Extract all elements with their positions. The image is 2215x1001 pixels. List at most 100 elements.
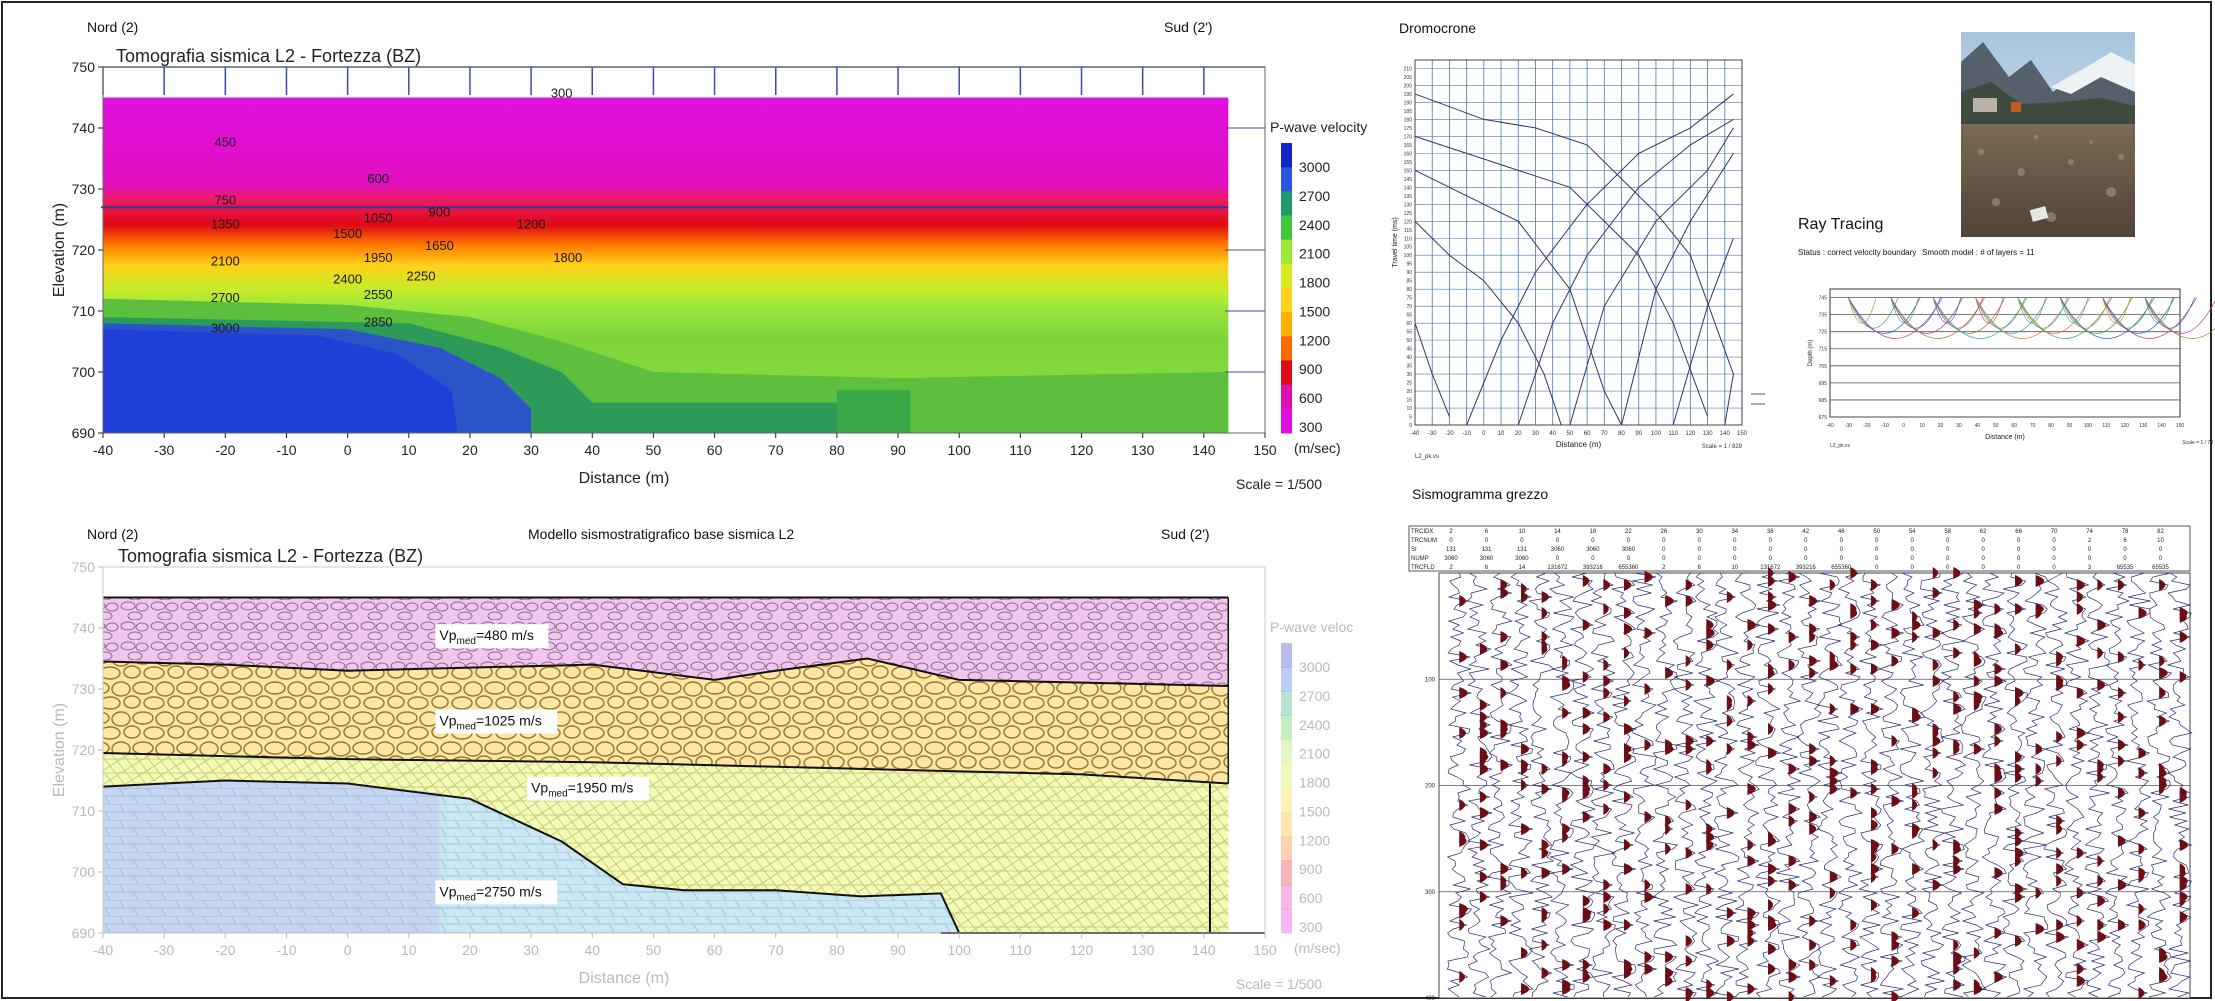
seis-trace-lobe	[2097, 771, 2104, 783]
seis-trace-lobe	[2179, 631, 2188, 643]
model-colorbar-tick: 900	[1299, 861, 1323, 877]
contour-label: 2850	[364, 314, 393, 329]
drom-ytick-label: 55	[1406, 330, 1412, 336]
seis-trace-lobe	[2056, 847, 2062, 859]
seis-trace-lobe	[1973, 675, 1980, 687]
seis-trace-lobe	[1829, 783, 1838, 795]
dromocrone-chart: -40 -30 -20 -10 0 10 20 30 40 50 60 70 80 90 100 110 120…	[1392, 59, 1765, 460]
seis-trace-lobe	[1788, 571, 1797, 583]
seis-trace-lobe	[1479, 727, 1488, 739]
seis-header-name: TRCIDX	[1411, 529, 1433, 535]
seis-header-cell: 3060	[1480, 556, 1494, 562]
drom-travel-time-curve	[1414, 135, 1709, 417]
ray-path	[1975, 297, 2026, 329]
ray-xtick-label: 40	[1975, 423, 1981, 429]
seis-trace-lobe	[1500, 915, 1509, 927]
drom-xtick-label: -40	[1411, 431, 1420, 437]
seis-header-cell: 0	[1946, 556, 1950, 562]
ray-path	[2144, 297, 2196, 329]
seis-trace-lobe	[2138, 767, 2145, 779]
seis-header-cell: 0	[1840, 547, 1844, 553]
seis-trace	[1754, 572, 1782, 998]
drom-travel-time-curve	[1414, 169, 1622, 426]
seis-trace-lobe	[1644, 891, 1653, 903]
seis-trace-lobe	[2015, 771, 2022, 783]
seis-trace-lobe	[1479, 891, 1487, 903]
model-colorbar-tick: 600	[1299, 890, 1323, 906]
tomography-ytick-label: 690	[72, 425, 96, 441]
seis-ytick-label: 400	[1425, 996, 1436, 1001]
seismogram-chart: TRCIDX 2 6 10 14 18 22 26 30 34 38 42 46 50 54 58 62 66 70…	[1408, 525, 2193, 1001]
seis-header-cell: 0	[1911, 547, 1915, 553]
seis-trace	[1631, 572, 1658, 998]
drom-ytick-label: 180	[1404, 117, 1413, 123]
seis-header-cell: 22	[1625, 529, 1632, 535]
seis-trace	[1652, 572, 1679, 998]
tomography-xtick-label: 150	[1253, 442, 1277, 458]
seis-header-cell: 0	[1946, 538, 1950, 544]
seis-trace-lobe	[1603, 919, 1612, 931]
model-colorbar-swatch	[1281, 812, 1292, 837]
seis-trace-lobe	[2097, 579, 2103, 591]
seis-header-cell: 0	[1485, 538, 1489, 544]
tomography-colorbar-tick: 300	[1299, 419, 1323, 435]
model-xtick-label: -40	[93, 942, 113, 958]
model-xtick-label: 80	[829, 942, 845, 958]
seis-trace-lobe	[1932, 567, 1939, 579]
seis-trace-lobe	[2056, 679, 2064, 691]
seis-header-cell: 0	[1556, 538, 1560, 544]
seis-trace-lobe	[1973, 607, 1980, 619]
seis-trace-lobe	[1747, 839, 1754, 851]
seis-ytick-label: 300	[1425, 890, 1436, 896]
seis-header-cell: 0	[1698, 547, 1702, 553]
ray-path	[1890, 297, 1986, 339]
seis-trace-lobe	[1932, 839, 1938, 851]
seis-trace-lobe	[1850, 939, 1857, 951]
drom-travel-time-curve	[1569, 127, 1734, 426]
seis-header-cell: 0	[2052, 547, 2056, 553]
seis-trace-lobe	[1603, 659, 1609, 671]
seis-trace-lobe	[2097, 931, 2107, 943]
model-colorbar-tick: 2100	[1299, 746, 1330, 762]
drom-ytick-label: 70	[1406, 304, 1412, 310]
drom-xtick-label: 40	[1549, 431, 1556, 437]
seis-trace-lobe	[1788, 879, 1797, 891]
seis-trace-lobe	[2117, 835, 2126, 847]
seis-trace-lobe	[1644, 879, 1651, 891]
seis-trace-lobe	[1788, 815, 1795, 827]
seis-trace-lobe	[1582, 723, 1591, 735]
seis-header-cell: 0	[1520, 538, 1524, 544]
seis-header-cell: 0	[2123, 547, 2127, 553]
ray-path	[1890, 297, 1941, 329]
seis-trace-lobe	[2076, 915, 2082, 927]
seis-trace-lobe	[1747, 983, 1755, 995]
seis-trace-lobe	[1953, 567, 1961, 579]
tomography-colorbar-tick: 3000	[1299, 159, 1330, 175]
seis-header-cell: 0	[1946, 547, 1950, 553]
seis-trace-lobe	[1809, 791, 1815, 803]
seis-header-cell: 10	[1731, 565, 1738, 571]
seis-header-cell: 0	[1981, 565, 1985, 571]
ray-path	[1932, 297, 1962, 324]
seis-trace-lobe	[1932, 675, 1941, 687]
seis-trace-lobe	[2076, 939, 2085, 951]
seis-trace	[1734, 572, 1761, 998]
seis-trace-lobe	[1500, 587, 1509, 599]
seis-header-cell: 42	[1802, 529, 1809, 535]
seis-trace-lobe	[1912, 827, 1918, 839]
seis-trace-lobe	[1870, 595, 1877, 607]
seis-trace-lobe	[2179, 911, 2188, 923]
seis-trace-lobe	[2035, 763, 2042, 775]
seis-header-name: TRCNUM	[1411, 538, 1437, 544]
seis-trace-lobe	[2138, 919, 2146, 931]
seis-trace-lobe	[1870, 971, 1877, 983]
seis-trace-lobe	[1726, 699, 1732, 711]
drom-frame	[1414, 59, 1743, 426]
seis-trace-lobe	[1994, 735, 2001, 747]
ray-path	[1975, 297, 2048, 334]
seis-trace-lobe	[1747, 919, 1756, 931]
ray-ytick-label: 725	[1819, 330, 1828, 336]
model-colorbar-swatch	[1281, 788, 1292, 813]
model-scale-label: Scale = 1/500	[1236, 976, 1322, 992]
drom-ytick-label: 150	[1404, 168, 1413, 174]
